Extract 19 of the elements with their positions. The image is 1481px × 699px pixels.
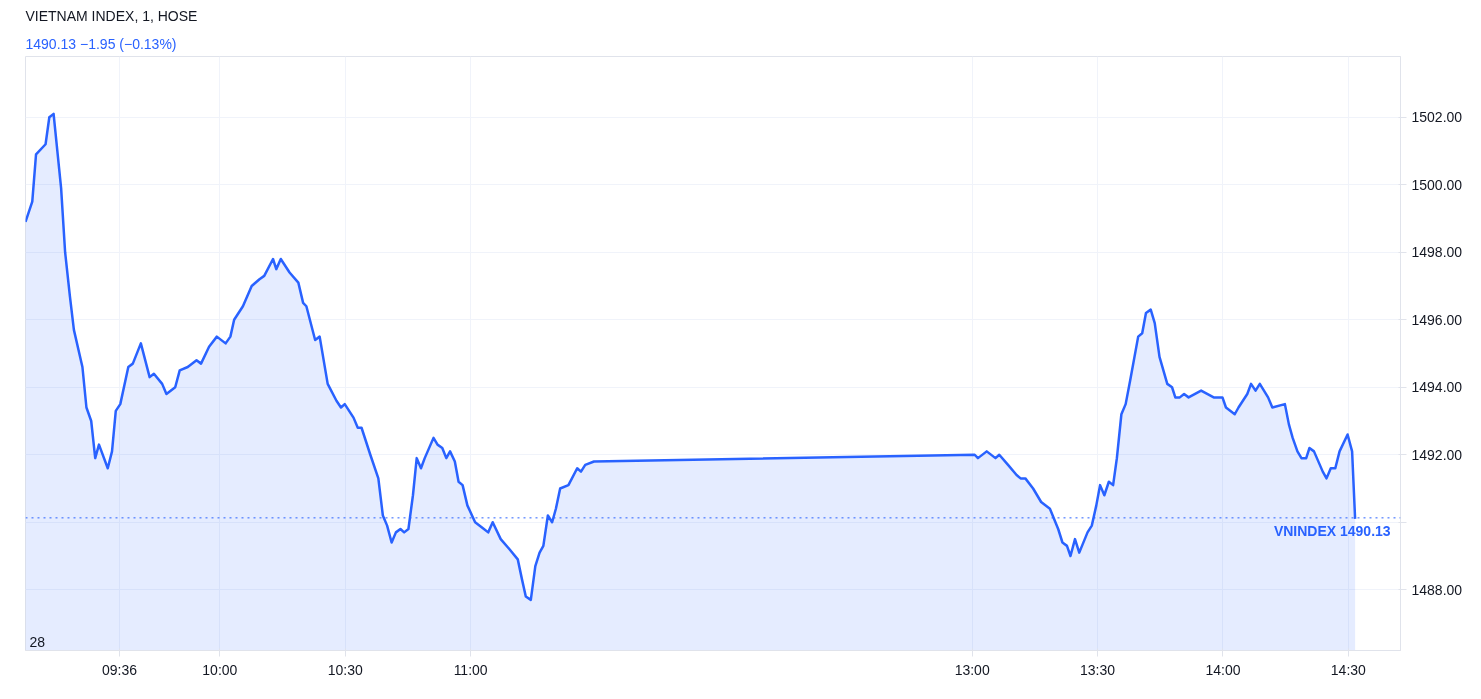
ref-line-label: VNINDEX 1490.13 [1273,522,1391,539]
chart-subtitle: 1490.13 −1.95 (−0.13%) [25,35,177,52]
y-tick-label: 1494.00 [1411,379,1463,396]
x-tick-label: 10:00 [202,661,238,678]
chart-title: VIETNAM INDEX, 1, HOSE [25,7,198,24]
x-tick-label: 14:30 [1330,661,1367,678]
annotation: 28 [29,633,46,650]
x-tick-label: 10:30 [327,661,363,678]
x-tick-label: 09:36 [102,661,138,678]
x-tick-label: 11:00 [453,661,488,678]
y-tick-label: 1500.00 [1411,176,1463,193]
x-tick-label: 13:30 [1080,661,1116,678]
x-tick-label: 13:00 [954,661,990,678]
y-tick-label: 1498.00 [1411,244,1463,261]
y-tick-label: 1492.00 [1411,446,1463,463]
y-tick-label: 1496.00 [1411,311,1463,328]
y-tick-label: 1502.00 [1411,109,1463,126]
y-tick-label: 1488.00 [1411,581,1463,598]
x-tick-label: 14:00 [1205,661,1241,678]
